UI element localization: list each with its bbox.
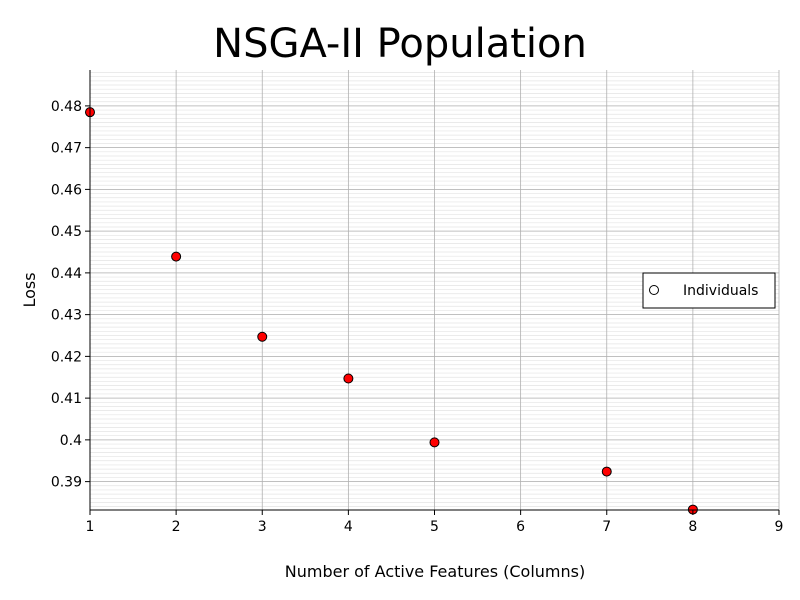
y-axis-ticks: 0.39 0.4 0.41 0.42 0.43 0.44 0.45 0.46 0.47 0.48: [51, 99, 90, 491]
y-tick-label: 0.4: [60, 433, 82, 449]
y-tick-label: 0.47: [51, 141, 82, 157]
x-tick-label: 8: [688, 519, 697, 535]
x-axis-ticks: 1 2 3 4 5 6 7 8 9: [86, 510, 784, 535]
y-tick-label: 0.45: [51, 224, 82, 240]
data-point: [257, 331, 268, 342]
x-tick-label: 5: [430, 519, 439, 535]
y-axis-label: Loss: [20, 272, 39, 307]
legend-box: [642, 272, 776, 309]
data-point: [429, 437, 440, 448]
x-tick-label: 9: [775, 519, 784, 535]
y-tick-label: 0.46: [51, 182, 82, 198]
y-tick-label: 0.39: [51, 475, 82, 491]
legend: Individuals: [642, 272, 776, 309]
x-tick-label: 6: [516, 519, 525, 535]
x-tick-label: 1: [86, 519, 95, 535]
y-tick-label: 0.44: [51, 266, 82, 282]
y-tick-label: 0.43: [51, 308, 82, 324]
data-point: [601, 466, 612, 477]
y-tick-label: 0.42: [51, 349, 82, 365]
y-tick-label: 0.41: [51, 391, 82, 407]
x-tick-label: 4: [344, 519, 353, 535]
x-tick-label: 2: [172, 519, 181, 535]
chart-title: NSGA-II Population: [213, 21, 587, 67]
x-axis-label: Number of Active Features (Columns): [285, 562, 585, 581]
y-tick-label: 0.48: [51, 99, 82, 115]
data-point: [171, 251, 182, 262]
data-points: [85, 107, 698, 515]
legend-label-individuals: Individuals: [683, 283, 758, 299]
data-point: [343, 373, 354, 384]
x-tick-label: 3: [258, 519, 267, 535]
x-tick-label: 7: [602, 519, 611, 535]
major-gridlines: [90, 70, 780, 510]
legend-marker: [649, 285, 659, 295]
